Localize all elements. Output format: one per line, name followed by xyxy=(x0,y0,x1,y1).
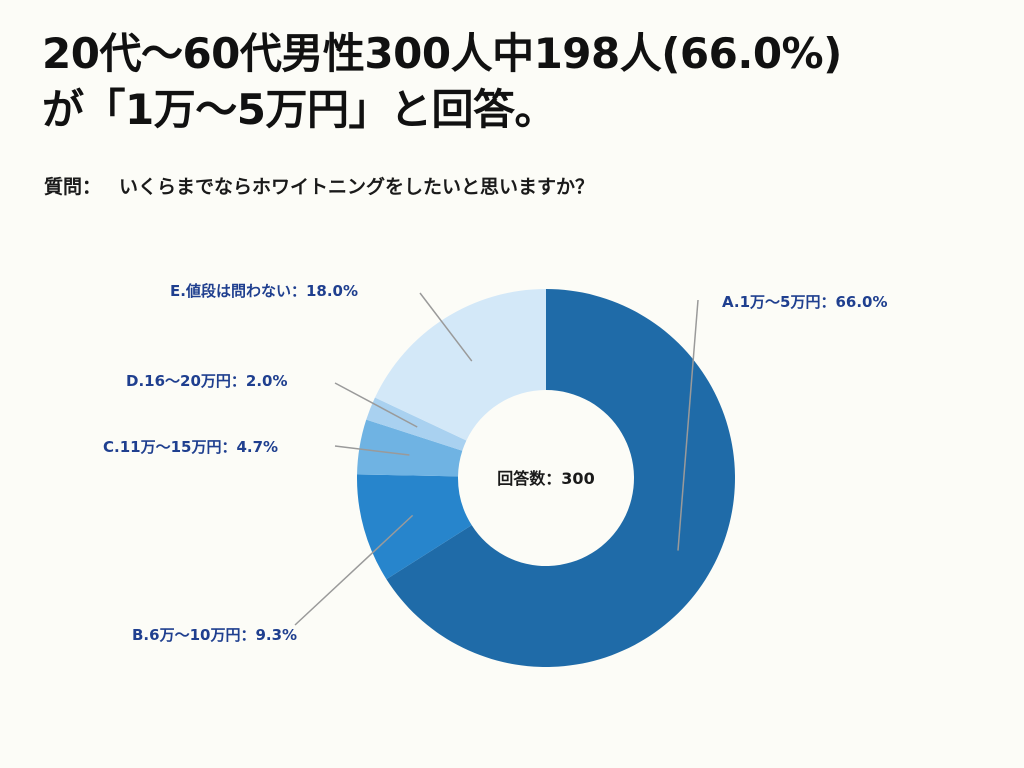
question-text: いくらまでならホワイトニングをしたいと思いますか？ xyxy=(119,176,595,198)
title-line-1: 20代〜60代男性300人中198人(66.0%) xyxy=(42,29,842,78)
title-line-2: が「1万〜5万円」と回答。 xyxy=(42,85,556,134)
slice-a xyxy=(386,289,736,667)
leader-line-e xyxy=(419,292,473,362)
slice-d xyxy=(366,397,467,451)
question-prefix: 質問： xyxy=(44,176,102,198)
slice-label-c: C.11万〜15万円：4.7% xyxy=(103,438,278,456)
leader-line-a xyxy=(677,299,699,551)
slice-label-d: D.16〜20万円：2.0% xyxy=(126,372,288,390)
page-title: 20代〜60代男性300人中198人(66.0%) が「1万〜5万円」と回答。 xyxy=(42,26,1002,138)
slice-c xyxy=(357,419,463,477)
slice-b xyxy=(357,474,472,580)
slice-label-a: A.1万〜5万円：66.0% xyxy=(722,293,888,311)
center-label: 回答数：300 xyxy=(497,469,594,488)
slice-label-e: E.値段は問わない：18.0% xyxy=(170,282,358,300)
slice-label-b: B.6万〜10万円：9.3% xyxy=(132,626,297,644)
leader-line-b xyxy=(294,514,414,626)
leader-line-c xyxy=(334,445,410,456)
leader-line-d xyxy=(334,382,418,428)
question: 質問： いくらまでならホワイトニングをしたいと思いますか？ xyxy=(44,172,594,199)
slice-e xyxy=(374,289,546,441)
